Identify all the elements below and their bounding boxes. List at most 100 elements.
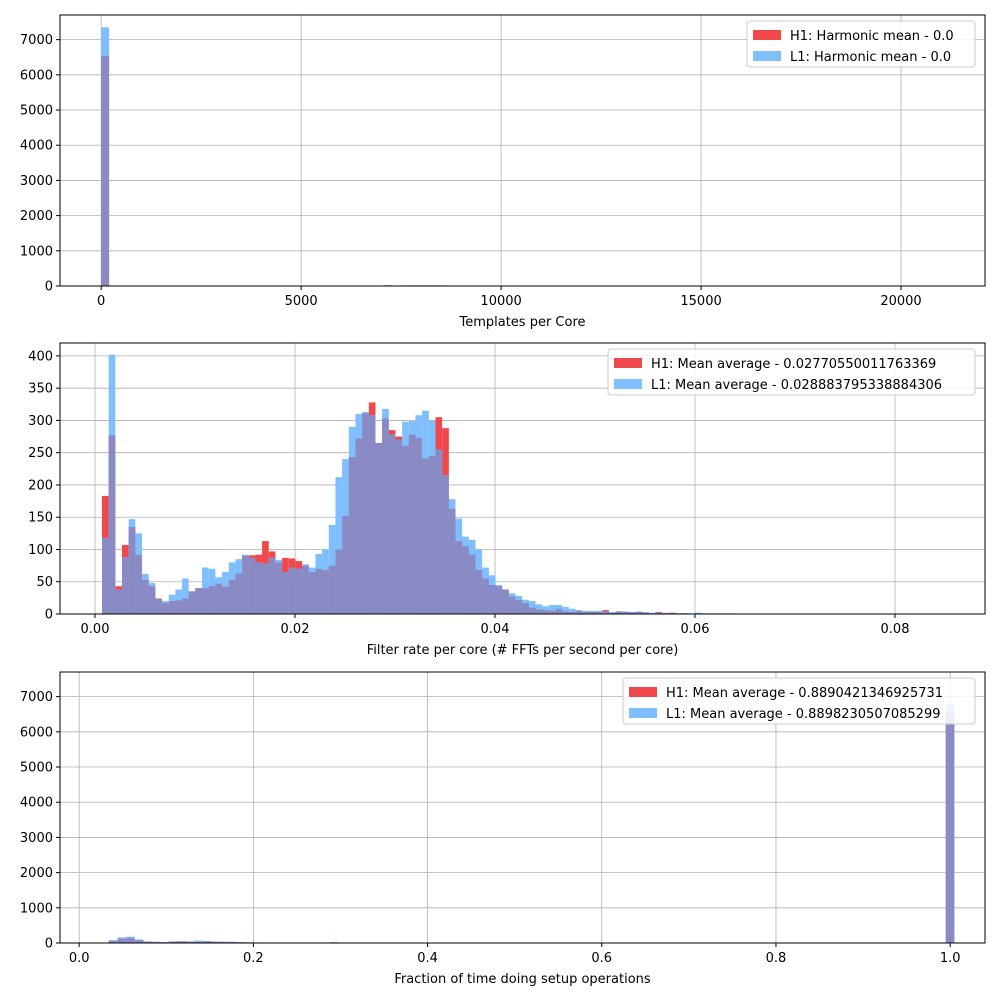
y-tick-label: 7000 <box>20 33 53 48</box>
legend-entry: L1: Mean average - 0.028883795338884306 <box>651 378 942 393</box>
overlap-bar <box>169 601 176 614</box>
overlap-bar <box>215 584 222 614</box>
overlap-bar <box>142 580 149 614</box>
overlap-bar <box>129 527 136 614</box>
overlap-bar <box>502 589 509 614</box>
legend-swatch <box>629 687 657 697</box>
overlap-bar <box>175 600 182 614</box>
overlap-bar <box>422 458 429 614</box>
overlap-bar <box>349 457 356 614</box>
overlap-bar <box>442 475 449 614</box>
y-tick-label: 2000 <box>20 209 53 224</box>
y-tick-label: 6000 <box>20 725 53 740</box>
overlap-bar <box>126 938 134 943</box>
overlap-bar <box>355 438 362 614</box>
overlap-bar <box>195 588 202 614</box>
y-tick-label: 5000 <box>20 761 53 776</box>
overlap-bar <box>302 566 309 614</box>
overlap-bar <box>516 600 523 614</box>
x-tick-label: 0 <box>97 294 105 309</box>
overlap-bar <box>255 562 262 614</box>
overlap-bar <box>242 556 249 614</box>
y-tick-label: 2000 <box>20 866 53 881</box>
x-tick-label: 0.0 <box>69 951 90 966</box>
y-tick-label: 3000 <box>20 831 53 846</box>
overlap-bar <box>389 435 396 614</box>
overlap-bar <box>235 573 242 614</box>
x-axis-label: Fraction of time doing setup operations <box>394 972 651 987</box>
overlap-bar <box>155 599 162 614</box>
overlap-bar <box>429 456 436 614</box>
legend-entry: H1: Mean average - 0.02770550011763369 <box>651 357 936 372</box>
overlap-bar <box>295 569 302 614</box>
legend-entry: H1: Mean average - 0.8890421346925731 <box>666 686 943 701</box>
x-tick-label: 20000 <box>880 294 921 309</box>
y-tick-label: 250 <box>28 446 53 461</box>
overlap-bar <box>329 566 336 614</box>
legend-swatch <box>614 358 642 368</box>
overlap-bar <box>275 562 282 614</box>
overlap-bar <box>456 541 463 614</box>
y-tick-label: 400 <box>28 349 53 364</box>
overlap-bar <box>536 609 543 614</box>
overlap-bar <box>269 558 276 614</box>
overlap-bar <box>402 446 409 614</box>
overlap-bar <box>262 564 269 614</box>
overlap-bar <box>462 546 469 614</box>
overlap-bar <box>149 586 156 614</box>
y-tick-label: 50 <box>36 575 53 590</box>
legend: H1: Mean average - 0.8890421346925731 L1:… <box>623 678 975 724</box>
x-tick-label: 15000 <box>680 294 721 309</box>
x-tick-label: 0.00 <box>81 622 110 637</box>
legend: H1: Harmonic mean - 0.0L1: Harmonic mean… <box>747 21 975 67</box>
y-tick-label: 4000 <box>20 796 53 811</box>
y-tick-label: 1000 <box>20 901 53 916</box>
overlap-bar <box>542 610 549 614</box>
overlap-bar <box>395 440 402 614</box>
y-tick-label: 0 <box>45 608 53 623</box>
y-tick-label: 7000 <box>20 690 53 705</box>
overlap-bar <box>509 597 516 614</box>
x-tick-label: 0.04 <box>481 622 510 637</box>
overlap-bar <box>249 558 256 614</box>
overlap-bar <box>409 435 416 614</box>
x-tick-label: 0.06 <box>681 622 710 637</box>
legend-entry: H1: Harmonic mean - 0.0 <box>790 29 954 44</box>
y-tick-label: 0 <box>45 280 53 295</box>
y-tick-label: 0 <box>45 937 53 952</box>
overlap-bar <box>342 516 349 614</box>
overlap-bar <box>135 555 142 614</box>
overlap-bar <box>109 435 116 614</box>
y-tick-label: 350 <box>28 382 53 397</box>
overlap-bar <box>946 713 954 943</box>
legend-swatch <box>614 379 642 389</box>
overlap-bar <box>315 569 322 614</box>
x-axis-label: Templates per Core <box>458 315 585 330</box>
y-tick-label: 200 <box>28 478 53 493</box>
legend-entry: L1: Mean average - 0.8898230507085299 <box>666 707 941 722</box>
overlap-bar <box>162 603 169 614</box>
legend-swatch <box>753 51 781 61</box>
overlap-bar <box>102 538 109 614</box>
overlap-bar <box>322 570 329 614</box>
overlap-bar <box>436 449 443 614</box>
y-tick-label: 100 <box>28 543 53 558</box>
x-tick-label: 0.02 <box>281 622 310 637</box>
overlap-bar <box>489 585 496 614</box>
overlap-bar <box>222 587 229 614</box>
overlap-bar <box>289 568 296 614</box>
overlap-bar <box>182 599 189 614</box>
overlap-bar <box>469 555 476 614</box>
legend-swatch <box>753 30 781 40</box>
legend: H1: Mean average - 0.02770550011763369 L1… <box>608 349 975 395</box>
overlap-bar <box>122 557 129 614</box>
overlap-bar <box>482 579 489 614</box>
overlap-bar <box>309 572 316 614</box>
overlap-bar <box>209 586 216 614</box>
overlap-bar <box>369 415 376 614</box>
legend-swatch <box>629 708 657 718</box>
y-tick-label: 5000 <box>20 104 53 119</box>
